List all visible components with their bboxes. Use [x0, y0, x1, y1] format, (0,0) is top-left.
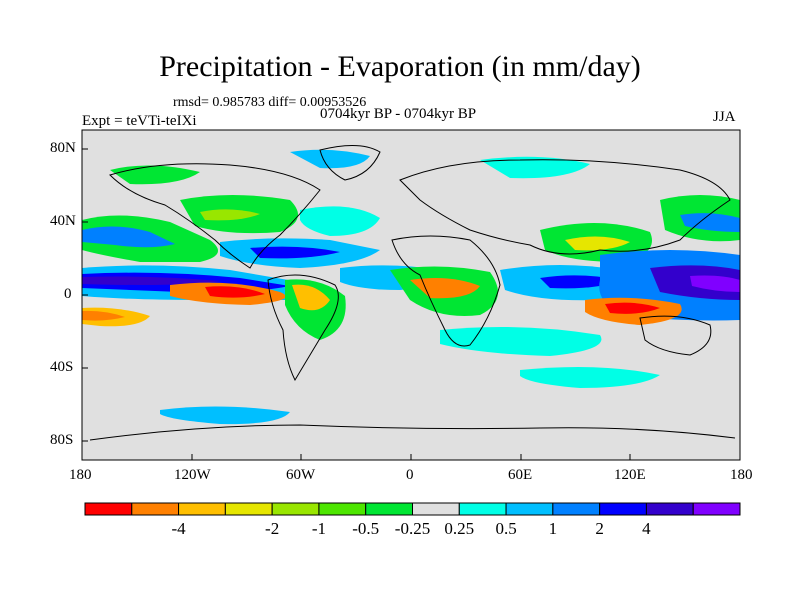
colorbar-swatch — [692, 502, 741, 516]
field-n-america-lime — [200, 209, 260, 221]
field-n-atlantic — [300, 206, 380, 236]
colorbar-label: 1 — [548, 519, 558, 538]
colorbar-label: -4 — [171, 519, 186, 538]
lat-label-40s: 40S — [50, 359, 74, 375]
lon-label-60e: 60E — [508, 467, 533, 483]
lon-label-0: 0 — [406, 467, 414, 483]
colorbar-swatch — [318, 502, 367, 516]
field-wpac-purple — [690, 275, 740, 292]
coast-n-america — [109, 163, 321, 269]
field-asia-lime — [565, 236, 630, 251]
lon-label-180-left: 180 — [69, 467, 92, 483]
lon-label-180-right: 180 — [730, 467, 753, 483]
colorbar — [84, 502, 741, 516]
coast-antarctica — [89, 424, 736, 441]
field-arctic-1 — [290, 149, 370, 169]
colorbar-label: 0.25 — [444, 519, 475, 538]
map-title: Precipitation - Evaporation (in mm/day) — [159, 50, 641, 83]
field-n-wpac-blue — [680, 213, 740, 232]
colorbar-swatch — [552, 502, 601, 516]
lon-label-120w: 120W — [174, 467, 211, 483]
colorbar-swatch — [131, 502, 180, 516]
lon-label-120e: 120E — [614, 467, 646, 483]
stats-label: rmsd= 0.985783 diff= 0.00953526 — [173, 95, 367, 110]
field-maritime-core — [605, 302, 660, 314]
colorbar-label: -1 — [311, 519, 326, 538]
colorbar-swatch — [365, 502, 414, 516]
axis-ticks — [82, 148, 631, 460]
colorbar-label: 0.5 — [495, 519, 517, 538]
coast-africa — [391, 235, 501, 347]
field-caribbean-dark — [250, 246, 340, 259]
colorbar-swatch — [271, 502, 320, 516]
coast-australia — [639, 315, 712, 356]
season-label: JJA — [713, 109, 736, 125]
coast-s-america — [267, 274, 339, 382]
period-label: 0704kyr BP - 0704kyr BP — [320, 106, 477, 122]
field-s-america-dry — [292, 284, 330, 311]
colorbar-label: 4 — [642, 519, 651, 538]
field-arctic-2 — [480, 156, 590, 179]
lat-label-0: 0 — [64, 286, 72, 302]
lon-label-60w: 60W — [286, 467, 316, 483]
lat-label-40n: 40N — [50, 213, 76, 229]
colorbar-swatch — [599, 502, 647, 516]
field-arctic-3 — [110, 165, 200, 185]
colorbar-swatch — [224, 502, 273, 516]
coast-eurasia — [399, 159, 731, 255]
colorbar-label: -2 — [265, 519, 280, 538]
field-s-ocean-1 — [440, 326, 602, 356]
lat-label-80n: 80N — [50, 140, 76, 156]
colorbar-label: -0.5 — [352, 519, 380, 538]
field-sw-pacific-core — [82, 310, 125, 321]
coastlines — [89, 145, 736, 441]
colorbar-swatch — [178, 502, 226, 516]
coast-greenland — [319, 145, 381, 181]
field-antarctic — [160, 406, 290, 425]
colorbar-label: -0.25 — [394, 519, 431, 538]
colorbar-swatch — [84, 502, 133, 516]
field-n-pacific-blue — [82, 226, 175, 248]
colorbar-swatch — [412, 502, 460, 516]
colorbar-swatch — [458, 502, 507, 516]
colorbar-label: 2 — [595, 519, 604, 538]
colorbar-swatch — [645, 502, 694, 516]
field-pacific-dry-core — [205, 286, 265, 298]
colorbar-swatch — [505, 502, 554, 516]
field-itcz-epac-navy — [82, 276, 220, 285]
lat-label-80s: 80S — [50, 432, 74, 448]
precip-field — [82, 149, 740, 425]
experiment-label: Expt = teVTi-teIXi — [82, 113, 197, 129]
field-s-ocean-2 — [520, 366, 660, 388]
